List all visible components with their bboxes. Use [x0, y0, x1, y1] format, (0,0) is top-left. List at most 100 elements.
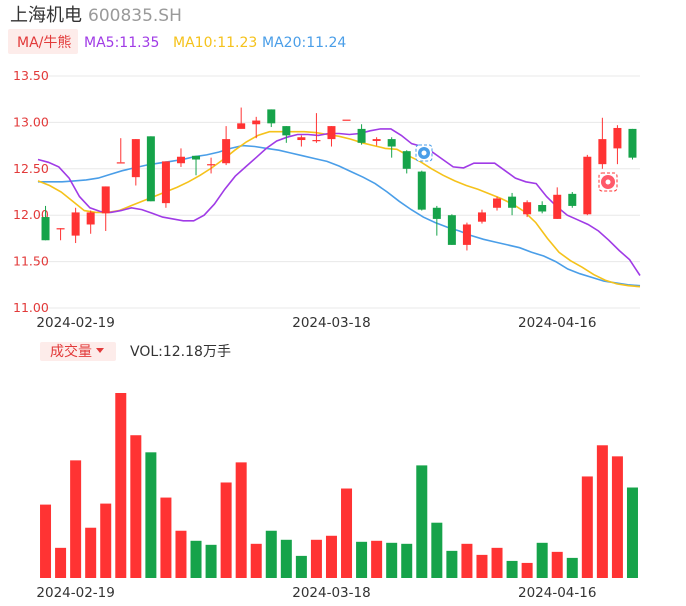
volume-bar	[325, 535, 337, 578]
price-date-label: 2024-04-16	[518, 315, 596, 331]
candle	[297, 135, 306, 147]
candle	[598, 117, 607, 169]
volume-bar	[40, 504, 52, 578]
volume-bars	[40, 393, 638, 578]
price-tick-label: 11.50	[13, 254, 49, 269]
candle-body	[146, 136, 155, 202]
volume-legend-value: VOL:12.18万手	[130, 344, 231, 360]
candle-body	[86, 212, 95, 225]
candle-body	[282, 126, 291, 136]
candle	[41, 205, 50, 241]
candle	[583, 154, 592, 216]
candle-body	[432, 207, 441, 219]
candle-body	[161, 161, 170, 204]
candle-body	[372, 139, 381, 141]
price-date-label: 2024-02-19	[36, 315, 114, 331]
volume-bar	[115, 393, 127, 578]
candle-body	[131, 139, 140, 178]
candle-body	[342, 119, 351, 121]
candle	[342, 119, 351, 121]
price-tick-label: 12.50	[13, 161, 49, 176]
volume-bar	[295, 555, 307, 578]
candle	[432, 205, 441, 236]
candle-body	[462, 224, 471, 245]
volume-bar	[130, 435, 142, 578]
volume-bar	[536, 542, 548, 578]
volume-date-axis: 2024-02-19 2024-03-18 2024-04-16	[36, 585, 596, 601]
volume-bar	[491, 547, 503, 578]
candle-body	[493, 198, 502, 208]
candle-body	[207, 164, 216, 166]
candlesticks	[41, 107, 637, 251]
volume-bar	[265, 530, 277, 578]
volume-bar	[611, 456, 623, 578]
candle	[553, 187, 562, 219]
bear-marker-icon[interactable]	[415, 144, 433, 162]
candle	[568, 192, 577, 208]
candle-body	[252, 120, 261, 125]
volume-bar	[581, 476, 593, 578]
candle	[447, 214, 456, 245]
candle	[387, 137, 396, 158]
price-axis-ticks: 13.50 13.00 12.50 12.00 11.50 11.00	[13, 68, 49, 315]
candle	[192, 155, 201, 176]
candle-body	[116, 162, 125, 164]
volume-bar	[205, 544, 217, 578]
stock-code: 600835.SH	[88, 6, 182, 26]
candle-body	[628, 128, 637, 158]
volume-date-label: 2024-02-19	[36, 585, 114, 601]
volume-bar	[85, 527, 97, 578]
volume-indicator-badge-label: 成交量	[50, 343, 92, 360]
ma5-line	[37, 128, 641, 276]
volume-bar	[521, 562, 533, 578]
candle	[493, 196, 502, 211]
candle-body	[192, 155, 201, 160]
price-tick-label: 13.50	[13, 68, 49, 83]
volume-bar	[356, 541, 368, 578]
candle	[402, 150, 411, 174]
candle-body	[538, 204, 547, 212]
candle	[613, 125, 622, 165]
price-date-label: 2024-03-18	[292, 315, 370, 331]
candle-body	[222, 139, 231, 164]
ma-indicator-badge[interactable]	[8, 29, 78, 54]
candle	[146, 136, 155, 202]
candle	[477, 209, 486, 224]
candle-body	[417, 171, 426, 210]
volume-indicator-badge[interactable]	[40, 342, 116, 361]
ma10-line	[37, 130, 641, 288]
volume-bar	[341, 488, 353, 578]
candle	[372, 137, 381, 146]
price-tick-label: 12.00	[13, 207, 49, 222]
candle-body	[312, 140, 321, 142]
bull-marker-icon[interactable]	[598, 172, 618, 192]
volume-badge-dropdown-icon[interactable]	[96, 348, 104, 353]
candle	[312, 113, 321, 143]
candle	[282, 126, 291, 143]
ma5-legend: MA5:11.35	[84, 35, 159, 51]
candle-body	[447, 215, 456, 245]
stock-name: 上海机电	[10, 5, 82, 26]
candle-body	[71, 212, 80, 236]
volume-bar	[235, 462, 247, 578]
volume-date-label: 2024-03-18	[292, 585, 370, 601]
candle	[252, 116, 261, 139]
volume-bar	[371, 540, 383, 578]
candle-body	[598, 139, 607, 165]
candle-body	[553, 194, 562, 219]
candle-body	[357, 128, 366, 143]
volume-bar	[416, 465, 428, 578]
volume-bar	[596, 445, 608, 578]
candle-body	[297, 137, 306, 141]
candle	[327, 126, 336, 147]
volume-bar	[190, 540, 202, 578]
volume-bar	[476, 554, 488, 578]
volume-bar	[626, 487, 638, 578]
volume-bar	[175, 530, 187, 578]
volume-bar	[386, 542, 398, 578]
volume-bar	[551, 551, 563, 578]
price-tick-label: 13.00	[13, 114, 49, 129]
candle	[628, 128, 637, 160]
